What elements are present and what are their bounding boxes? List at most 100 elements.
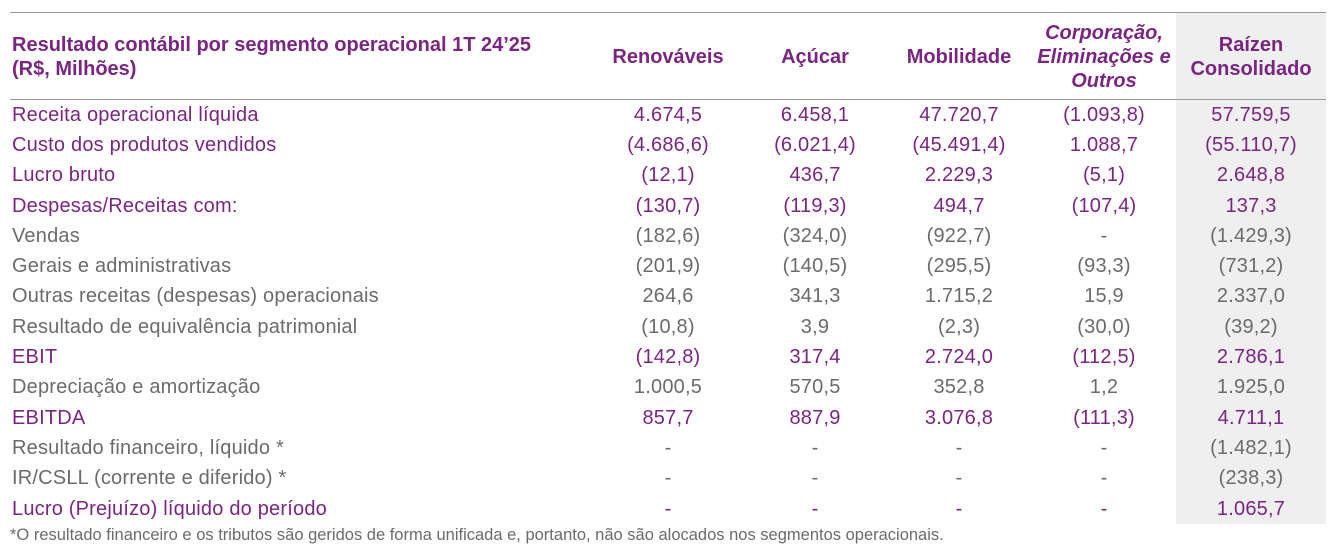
cell: (295,5): [926, 255, 992, 278]
cell: -: [664, 467, 672, 490]
cell: 1.925,0: [1176, 372, 1326, 403]
table-title: Resultado contábil por segmento operacio…: [10, 13, 592, 100]
cell: (130,7): [635, 194, 701, 217]
cell: 264,6: [642, 285, 694, 308]
cell: 1.715,2: [924, 285, 994, 308]
cell: (55.110,7): [1176, 130, 1326, 161]
cell: (1.093,8): [1063, 103, 1145, 126]
cell: 4.711,1: [1176, 402, 1326, 434]
results-table: Resultado contábil por segmento operacio…: [10, 12, 1326, 525]
cell: 494,7: [933, 194, 985, 217]
table-row: Lucro bruto (12,1) 436,7 2.229,3 (5,1) 2.648,…: [10, 160, 1326, 191]
cell: (731,2): [1176, 251, 1326, 282]
cell: 857,7: [642, 406, 694, 429]
table-row: Outras receitas (despesas) operacionais 2…: [10, 281, 1326, 313]
row-label: Receita operacional líquida: [12, 103, 259, 126]
cell: 352,8: [933, 376, 985, 399]
cell: 317,4: [789, 346, 841, 369]
table-row: EBIT (142,8) 317,4 2.724,0 (112,5) 2.786,1: [10, 342, 1326, 373]
row-label: Despesas/Receitas com:: [12, 194, 238, 217]
row-label: Resultado de equivalência patrimonial: [12, 315, 358, 338]
footnote: *O resultado financeiro e os tributos sã…: [10, 526, 944, 544]
cell: (111,3): [1073, 406, 1135, 429]
cell: -: [955, 467, 963, 490]
column-header: Açúcar: [781, 46, 849, 68]
cell: 6.458,1: [780, 103, 850, 126]
cell: -: [1100, 224, 1108, 247]
cell: -: [664, 497, 672, 520]
cell: (112,5): [1072, 346, 1136, 369]
cell: (201,9): [635, 255, 701, 278]
cell: 1.065,7: [1176, 493, 1326, 525]
table-wrap: Resultado contábil por segmento operacio…: [10, 12, 1326, 525]
cell: 2.648,8: [1176, 160, 1326, 191]
row-label: Resultado financeiro, líquido *: [12, 436, 284, 459]
table-row: Lucro (Prejuízo) líquido do período - - - - 1…: [10, 493, 1326, 525]
row-label: Lucro bruto: [12, 164, 116, 187]
cell: 2.229,3: [924, 164, 994, 187]
cell: -: [811, 497, 819, 520]
cell: (5,1): [1082, 164, 1126, 187]
column-header: Renováveis: [612, 46, 724, 68]
table-row: Gerais e administrativas (201,9) (140,5) (2…: [10, 251, 1326, 282]
cell: (922,7): [926, 224, 992, 247]
cell: 57.759,5: [1176, 99, 1326, 131]
cell: 887,9: [789, 406, 841, 429]
cell: 1.000,5: [633, 376, 703, 399]
cell: 1,2: [1089, 376, 1119, 399]
row-label: Outras receitas (despesas) operacionais: [12, 285, 379, 308]
table-row: Depreciação e amortização 1.000,5 570,5 352…: [10, 372, 1326, 403]
table-body: Receita operacional líquida 4.674,5 6.458,…: [10, 99, 1326, 525]
cell: (39,2): [1176, 312, 1326, 343]
row-label: EBIT: [12, 346, 58, 369]
table-row: Vendas (182,6) (324,0) (922,7) - (1.429,3): [10, 221, 1326, 252]
cell: (2,3): [937, 315, 981, 338]
cell: -: [664, 436, 672, 459]
cell: (30,0): [1077, 315, 1131, 338]
cell: 47.720,7: [919, 103, 999, 126]
cell: (324,0): [782, 224, 848, 247]
title-line: Resultado contábil por segmento operacio…: [12, 34, 532, 56]
cell: -: [811, 467, 819, 490]
cell: (4.686,6): [627, 133, 709, 156]
cell: -: [955, 497, 963, 520]
cell: (6.021,4): [774, 133, 856, 156]
cell: 341,3: [789, 285, 841, 308]
column-header: Corporação, Eliminações e Outros: [1037, 22, 1171, 92]
cell: (1.429,3): [1176, 221, 1326, 252]
cell: 570,5: [789, 376, 841, 399]
table-row: Custo dos produtos vendidos (4.686,6) (6.0…: [10, 130, 1326, 161]
cell: 1.088,7: [1069, 133, 1139, 156]
cell: (10,8): [641, 315, 695, 338]
cell: (119,3): [783, 194, 847, 217]
cell: 4.674,5: [633, 103, 703, 126]
cell: -: [955, 436, 963, 459]
cell: (182,6): [635, 224, 701, 247]
cell: (238,3): [1176, 463, 1326, 494]
cell: (107,4): [1071, 194, 1137, 217]
table-row: Despesas/Receitas com: (130,7) (119,3) 494,…: [10, 190, 1326, 222]
cell: 2.337,0: [1176, 281, 1326, 313]
cell: (45.491,4): [912, 133, 1006, 156]
title-line: (R$, Milhões): [12, 58, 137, 80]
row-label: Custo dos produtos vendidos: [12, 133, 277, 156]
cell: 3,9: [800, 315, 830, 338]
table-row: Resultado de equivalência patrimonial (10…: [10, 312, 1326, 343]
table-row: IR/CSLL (corrente e diferido) * - - - - (238,…: [10, 463, 1326, 494]
table-header: Resultado contábil por segmento operacio…: [10, 12, 1326, 100]
column-header: Mobilidade: [906, 46, 1012, 68]
cell: (142,8): [635, 346, 701, 369]
cell: (1.482,1): [1176, 433, 1326, 464]
cell: (140,5): [782, 255, 848, 278]
column-header: Raízen Consolidado: [1176, 12, 1326, 100]
cell: 2.786,1: [1176, 342, 1326, 373]
row-label: Depreciação e amortização: [12, 376, 261, 399]
row-label: Gerais e administrativas: [12, 255, 232, 278]
cell: -: [1100, 436, 1108, 459]
row-label: IR/CSLL (corrente e diferido) *: [12, 467, 287, 490]
row-label: Lucro (Prejuízo) líquido do período: [12, 497, 327, 520]
cell: -: [811, 436, 819, 459]
cell: -: [1100, 497, 1108, 520]
cell: 436,7: [789, 164, 841, 187]
cell: -: [1100, 467, 1108, 490]
